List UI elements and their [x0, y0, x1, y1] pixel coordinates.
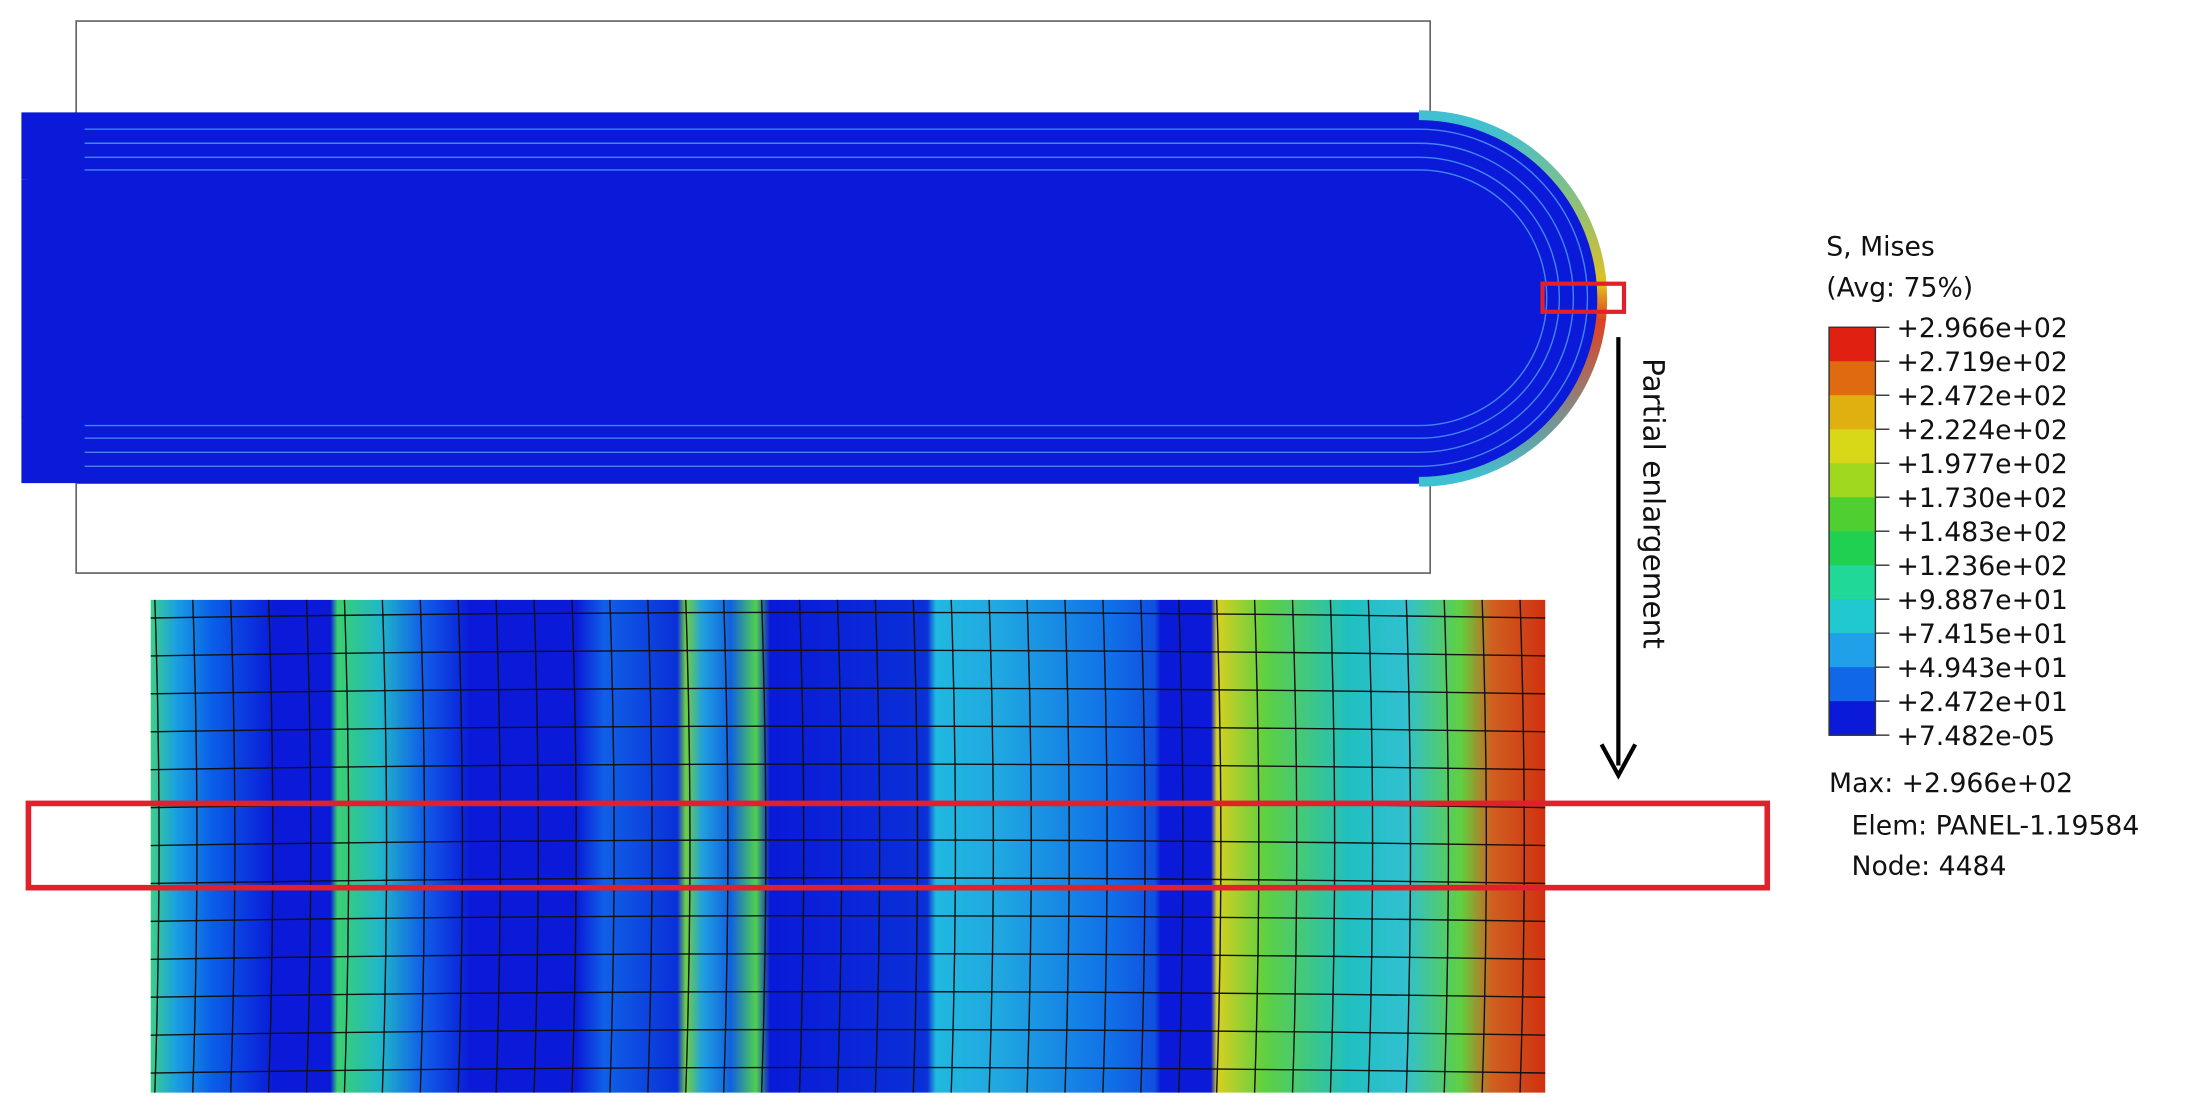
mesh-line [1519, 599, 1525, 1093]
legend-label: +2.472e+02 [1896, 381, 2067, 412]
legend-subtitle: (Avg: 75%) [1826, 272, 1973, 303]
mesh-line [1026, 599, 1032, 1093]
legend-label: +2.719e+02 [1896, 347, 2067, 378]
legend-label: +1.236e+02 [1896, 551, 2067, 582]
mesh-line [457, 599, 464, 1093]
legend-label: +7.415e+01 [1896, 619, 2067, 650]
mesh-line [150, 839, 1546, 847]
clamp-bottom [75, 482, 1432, 574]
mesh-line [1102, 599, 1108, 1093]
legend-swatch [1829, 531, 1876, 566]
mesh-line [988, 599, 995, 1093]
legend-swatch [1829, 633, 1876, 668]
legend-swatch [1829, 565, 1876, 600]
panel-rim [1418, 110, 1608, 487]
mesh-line [343, 599, 350, 1093]
legend-swatch [1829, 463, 1876, 498]
mesh-line [1291, 599, 1298, 1093]
clamp-top [75, 20, 1432, 115]
panel-contours [84, 128, 1589, 468]
legend-label: +2.224e+02 [1896, 415, 2067, 446]
mesh-line [150, 725, 1546, 733]
legend-label: +1.977e+02 [1896, 449, 2067, 480]
mesh-line [609, 599, 615, 1093]
mesh-line [150, 687, 1546, 695]
mesh-line [760, 599, 767, 1093]
mesh-line [1178, 599, 1184, 1093]
mesh-line [836, 599, 843, 1093]
node-label: Node: 4484 [1852, 851, 2007, 882]
mesh-line [950, 599, 957, 1093]
mesh-line [1215, 599, 1222, 1093]
legend-label: +2.966e+02 [1896, 313, 2067, 344]
mesh-line [1329, 599, 1336, 1093]
mesh-line [150, 990, 1546, 998]
mesh-line [1064, 599, 1070, 1093]
mesh-line [571, 599, 577, 1093]
mesh [150, 599, 1546, 1093]
annotation: Partial enlargement [1637, 358, 1671, 649]
mesh-line [874, 599, 881, 1093]
zoom-region [1540, 281, 1627, 314]
mesh-line [1140, 599, 1146, 1093]
legend-swatch [1829, 497, 1876, 532]
elem-label: Elem: PANEL-1.19584 [1852, 810, 2140, 841]
mesh-line [150, 915, 1546, 923]
mesh-line [533, 599, 539, 1093]
legend-swatch [1829, 327, 1876, 362]
mesh-line [1367, 599, 1374, 1093]
mesh-line [722, 599, 729, 1093]
legend-label: +4.943e+01 [1896, 653, 2067, 684]
mesh-line [305, 599, 312, 1093]
enlargement [150, 599, 1546, 1093]
mesh-line [495, 599, 502, 1093]
legend-label: +2.472e+01 [1896, 687, 2067, 718]
mesh-line [685, 599, 691, 1093]
legend-swatch [1829, 599, 1876, 634]
legend-swatch [1829, 361, 1876, 396]
mesh-line [150, 649, 1546, 657]
mesh-line [150, 611, 1546, 619]
mesh-line [150, 1028, 1546, 1036]
legend-label: +9.887e+01 [1896, 585, 2067, 616]
highlight-box [25, 800, 1771, 891]
mesh-line [150, 763, 1546, 771]
legend-label: +7.482e-05 [1896, 721, 2055, 752]
legend-label: +1.730e+02 [1896, 483, 2067, 514]
mesh-line [150, 877, 1546, 885]
mesh-line [419, 599, 426, 1093]
legend: +2.966e+02+2.719e+02+2.472e+02+2.224e+02… [1828, 313, 2068, 752]
mesh-line [912, 599, 919, 1093]
mesh-line [150, 1066, 1546, 1074]
max-label: Max: +2.966e+02 [1829, 768, 2073, 799]
mesh-line [381, 599, 388, 1093]
arrow-head [1599, 743, 1638, 780]
mesh-line [150, 952, 1546, 961]
mesh-line [798, 599, 805, 1093]
mesh-line [647, 599, 653, 1093]
panel-outer [21, 115, 1603, 482]
mesh-line [267, 599, 274, 1093]
mesh-line [154, 599, 160, 1093]
legend-swatch [1829, 395, 1876, 430]
legend-swatch [1829, 701, 1876, 736]
legend-title: S, Mises [1826, 232, 1935, 263]
mesh-line [1405, 599, 1412, 1093]
panel-body [21, 112, 1605, 484]
enlargement-field [150, 599, 1546, 1093]
legend-swatch [1829, 667, 1876, 702]
legend-swatch [1829, 429, 1876, 464]
legend-label: +1.483e+02 [1896, 517, 2067, 548]
mesh-line [1253, 599, 1260, 1093]
